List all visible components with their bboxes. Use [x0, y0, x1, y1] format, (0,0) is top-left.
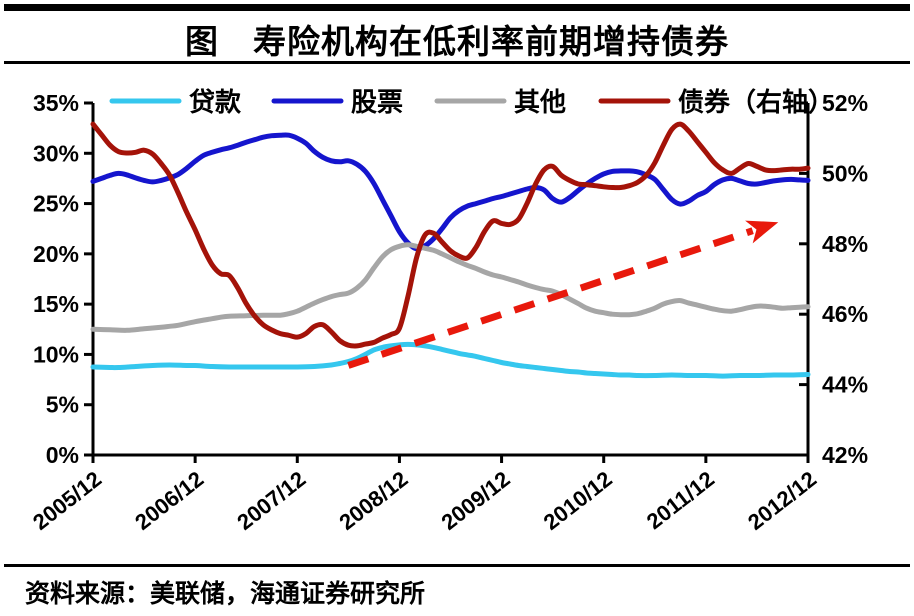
y-left-tick-label: 25%	[33, 191, 79, 217]
y-axis-right-ticks: 52% 50% 48% 46% 44% 42%	[799, 90, 868, 468]
y-right-tick-label: 46%	[822, 301, 868, 327]
legend-label-bonds: 债券（右轴）	[678, 87, 834, 117]
y-right-tick-label: 50%	[822, 160, 868, 186]
x-tick-label: 2012/12	[743, 466, 821, 535]
x-tick-label: 2009/12	[437, 466, 515, 535]
y-left-tick-label: 10%	[33, 341, 79, 367]
trend-arrow-head	[745, 220, 779, 244]
y-right-tick-label: 42%	[822, 442, 868, 468]
legend: 贷款 股票 其他 债券（右轴）	[109, 87, 834, 117]
y-left-tick-label: 30%	[33, 140, 79, 166]
legend-label-loans: 贷款	[189, 87, 242, 117]
x-axis-ticks: 2005/12 2006/12 2007/12 2008/12 2009/12 2010/…	[28, 455, 821, 535]
legend-item-stocks: 股票	[271, 87, 403, 117]
x-tick-label: 2007/12	[232, 466, 310, 535]
source-note: 资料来源：美联储，海通证券研究所	[25, 580, 426, 608]
legend-item-loans: 贷款	[109, 87, 242, 117]
x-tick-label: 2008/12	[334, 466, 412, 535]
footer-divider-rule	[4, 564, 910, 567]
x-tick-label: 2005/12	[28, 466, 106, 535]
title-divider-rule	[4, 61, 910, 64]
y-left-tick-label: 35%	[33, 90, 79, 116]
legend-item-other: 其他	[434, 87, 566, 117]
y-right-tick-label: 48%	[822, 231, 868, 257]
y-right-tick-label: 52%	[822, 90, 868, 116]
series-line-other	[90, 242, 811, 333]
y-axis-left-ticks: 35% 30% 25% 20% 15% 10% 5% 0%	[33, 90, 93, 468]
y-left-tick-label: 15%	[33, 291, 79, 317]
y-left-tick-label: 5%	[46, 392, 79, 418]
y-left-tick-label: 20%	[33, 241, 79, 267]
legend-label-stocks: 股票	[351, 87, 403, 117]
y-right-tick-label: 44%	[822, 372, 868, 398]
trend-arrow-shaft	[347, 227, 754, 369]
legend-label-other: 其他	[514, 87, 566, 117]
series-line-loans	[90, 341, 811, 379]
top-border-rule	[4, 4, 910, 11]
x-tick-label: 2011/12	[642, 466, 719, 534]
trend-arrow	[347, 220, 779, 369]
series-line-bonds	[90, 121, 811, 349]
x-tick-label: 2006/12	[130, 466, 208, 535]
series-line-stocks	[90, 132, 811, 252]
legend-item-bonds: 债券（右轴）	[598, 87, 834, 117]
y-left-tick-label: 0%	[46, 442, 79, 468]
chart-title: 图 寿险机构在低利率前期增持债券	[185, 23, 729, 60]
x-tick-label: 2010/12	[539, 466, 617, 535]
